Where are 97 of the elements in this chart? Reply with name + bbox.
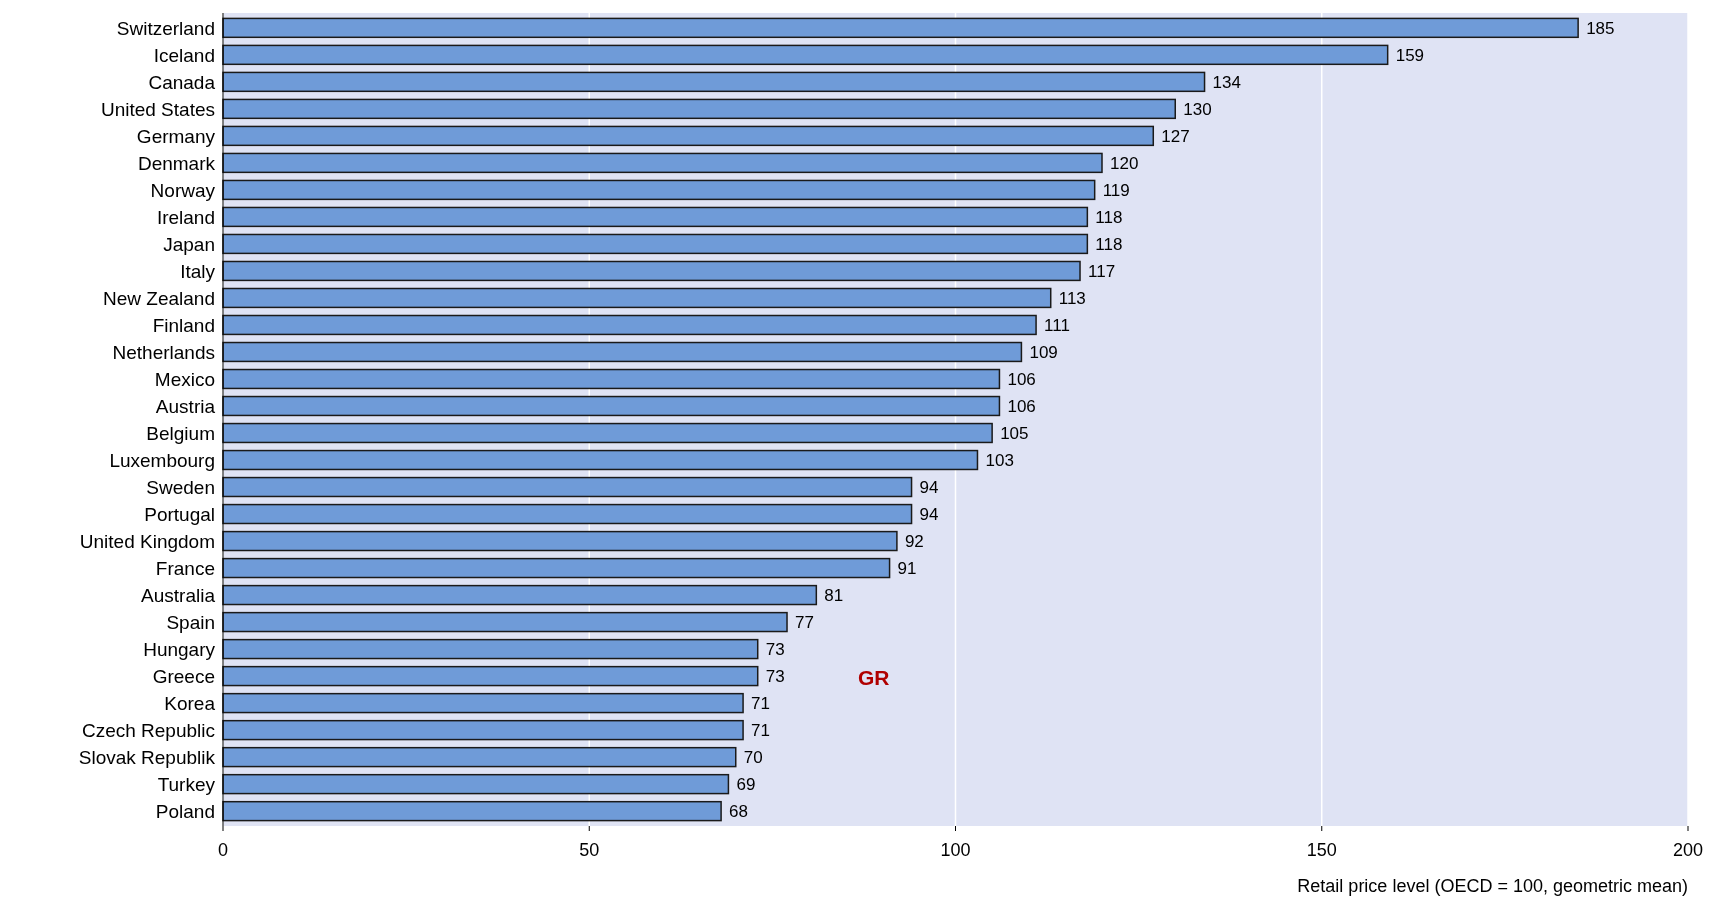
data-label: 185 — [1586, 18, 1615, 38]
bar — [222, 530, 898, 552]
bar — [222, 179, 1096, 201]
y-tick-label: Switzerland — [116, 17, 215, 39]
bar — [222, 17, 1579, 39]
data-label: 77 — [795, 613, 814, 633]
x-tick-label: 0 — [217, 840, 229, 860]
data-label: 134 — [1212, 72, 1241, 92]
data-label: 120 — [1110, 153, 1139, 173]
bar — [222, 773, 730, 795]
bar — [222, 719, 744, 741]
y-tick-label: United States — [100, 98, 215, 120]
bar — [222, 665, 759, 687]
x-tick-label: 50 — [579, 840, 600, 860]
y-tick-label: Belgium — [146, 422, 215, 444]
y-tick-label: New Zealand — [103, 287, 215, 309]
bar — [222, 503, 913, 525]
bar — [222, 233, 1089, 255]
y-tick-label: Sweden — [146, 476, 215, 498]
y-tick-label: France — [155, 557, 215, 579]
bar — [222, 287, 1052, 309]
y-tick-label: Korea — [164, 692, 216, 714]
data-label: 109 — [1029, 342, 1058, 362]
data-label: 94 — [919, 504, 939, 524]
data-label: 94 — [919, 477, 939, 497]
x-axis-title: Retail price level (OECD = 100, geometric mean) — [1297, 876, 1688, 896]
bar — [222, 98, 1176, 120]
data-label: 81 — [824, 586, 844, 606]
bar — [222, 557, 891, 579]
y-tick-label: Canada — [148, 71, 216, 93]
y-tick-label: Mexico — [154, 368, 215, 390]
data-label: 113 — [1058, 288, 1086, 308]
data-label: 159 — [1395, 45, 1425, 65]
bar — [222, 125, 1155, 147]
y-tick-label: Italy — [180, 260, 216, 282]
data-label: 105 — [1000, 423, 1029, 443]
bar — [222, 584, 818, 606]
bar — [222, 368, 1001, 390]
y-tick-label: Czech Republic — [81, 719, 215, 741]
bar — [222, 152, 1103, 174]
y-tick-label: Japan — [163, 233, 215, 255]
bar — [222, 611, 788, 633]
bar — [222, 692, 744, 714]
data-label: 118 — [1095, 207, 1123, 227]
data-label: 111 — [1044, 315, 1070, 335]
y-tick-label: Poland — [155, 800, 215, 822]
bar — [222, 395, 1001, 417]
data-label: 127 — [1161, 126, 1190, 146]
data-label: 73 — [765, 640, 785, 660]
data-label: 103 — [985, 450, 1014, 470]
data-label: 119 — [1102, 180, 1130, 200]
data-label: 71 — [751, 721, 770, 741]
bar — [222, 638, 759, 660]
y-tick-label: Luxembourg — [109, 449, 215, 471]
y-tick-label: Finland — [152, 314, 215, 336]
bar — [222, 44, 1389, 66]
bar — [222, 314, 1037, 336]
y-tick-label: Netherlands — [112, 341, 215, 363]
data-label: 92 — [904, 531, 924, 551]
bar — [222, 422, 993, 444]
bar — [222, 746, 737, 768]
data-label: 91 — [897, 559, 917, 578]
bar — [222, 476, 913, 498]
data-label: 68 — [729, 802, 749, 822]
bar — [222, 206, 1089, 228]
data-label: 117 — [1088, 261, 1116, 281]
y-tick-label: United Kingdom — [79, 530, 215, 552]
y-tick-label: Austria — [155, 395, 216, 417]
bar — [222, 260, 1081, 282]
bar — [222, 449, 979, 471]
y-tick-label: Hungary — [143, 638, 216, 660]
data-label: 106 — [1007, 396, 1036, 416]
y-tick-label: Greece — [152, 665, 215, 687]
x-tick-label: 100 — [940, 840, 971, 860]
bar — [222, 800, 722, 822]
data-label: 118 — [1095, 234, 1123, 254]
bar — [222, 341, 1023, 363]
y-tick-label: Spain — [166, 611, 215, 633]
y-tick-label: Portugal — [144, 503, 215, 525]
y-tick-label: Australia — [141, 584, 216, 606]
annotation: GR — [858, 666, 890, 689]
y-tick-label: Turkey — [157, 773, 216, 795]
y-tick-label: Denmark — [137, 152, 216, 174]
y-tick-label: Slovak Republik — [78, 746, 216, 768]
x-tick-label: 200 — [1672, 840, 1704, 860]
data-label: 73 — [765, 667, 785, 687]
x-tick-label: 150 — [1306, 840, 1337, 860]
data-label: 106 — [1007, 369, 1036, 389]
y-tick-label: Iceland — [153, 44, 215, 66]
y-tick-label: Ireland — [156, 206, 215, 228]
data-label: 70 — [743, 748, 763, 768]
data-label: 130 — [1183, 99, 1212, 119]
y-tick-label: Norway — [150, 179, 216, 201]
y-tick-label: Germany — [136, 125, 216, 147]
data-label: 71 — [751, 694, 770, 714]
bar — [222, 71, 1206, 93]
data-label: 69 — [736, 775, 756, 795]
